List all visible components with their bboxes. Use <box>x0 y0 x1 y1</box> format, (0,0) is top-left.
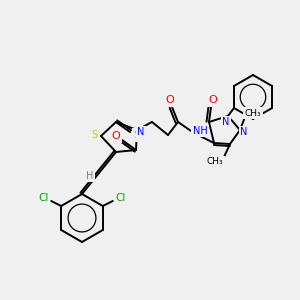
Text: Cl: Cl <box>38 193 48 203</box>
Text: CH₃: CH₃ <box>207 158 223 166</box>
Text: N: N <box>222 117 230 127</box>
Text: O: O <box>208 95 217 105</box>
Text: NH: NH <box>193 126 207 136</box>
Text: CH₃: CH₃ <box>245 109 261 118</box>
Text: S: S <box>134 130 141 140</box>
Text: O: O <box>112 131 120 141</box>
Text: N: N <box>240 127 248 137</box>
Text: O: O <box>166 95 174 105</box>
Text: S: S <box>91 130 97 140</box>
Text: N: N <box>137 127 145 137</box>
Text: Cl: Cl <box>116 193 126 203</box>
Text: H: H <box>86 171 94 181</box>
